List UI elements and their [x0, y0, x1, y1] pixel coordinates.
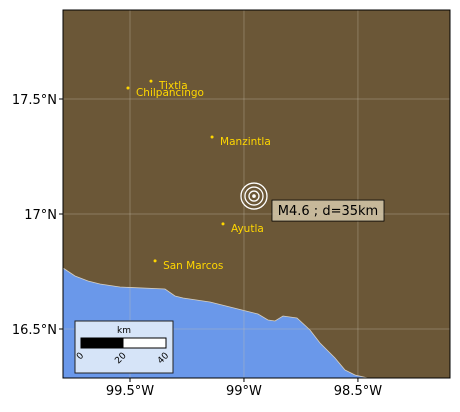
y-tick-label: 17°N	[24, 208, 57, 223]
city-marker	[153, 259, 157, 263]
y-tick-label: 16.5°N	[12, 323, 57, 338]
x-tick-label: 99.5°W	[106, 384, 154, 399]
event-marker	[252, 194, 256, 198]
city-label: Tixtla	[158, 80, 188, 92]
scale-segment	[122, 337, 167, 349]
scale-unit: km	[117, 326, 131, 336]
event-ring	[240, 182, 268, 210]
city-label: Ayutla	[231, 223, 264, 235]
scale-tick-label: 0	[75, 351, 86, 362]
event-label: M4.6 ; d=35km	[278, 204, 378, 219]
y-tick-label: 17.5°N	[12, 93, 57, 108]
city-marker	[149, 79, 153, 83]
map-frame	[62, 9, 451, 379]
city-marker	[126, 86, 130, 90]
event-ring	[244, 186, 264, 206]
city-marker	[221, 222, 225, 226]
event-ring	[248, 190, 260, 202]
city-marker	[210, 135, 214, 139]
city-label: San Marcos	[163, 260, 223, 272]
scale-segment	[80, 337, 124, 349]
x-tick-label: 99°W	[226, 384, 262, 399]
city-label: Manzintla	[220, 136, 271, 148]
city-label: Chilpancingo	[136, 87, 204, 99]
x-tick-label: 98.5°W	[334, 384, 382, 399]
scale-bar: km	[74, 320, 174, 374]
event-label-box	[271, 199, 385, 222]
